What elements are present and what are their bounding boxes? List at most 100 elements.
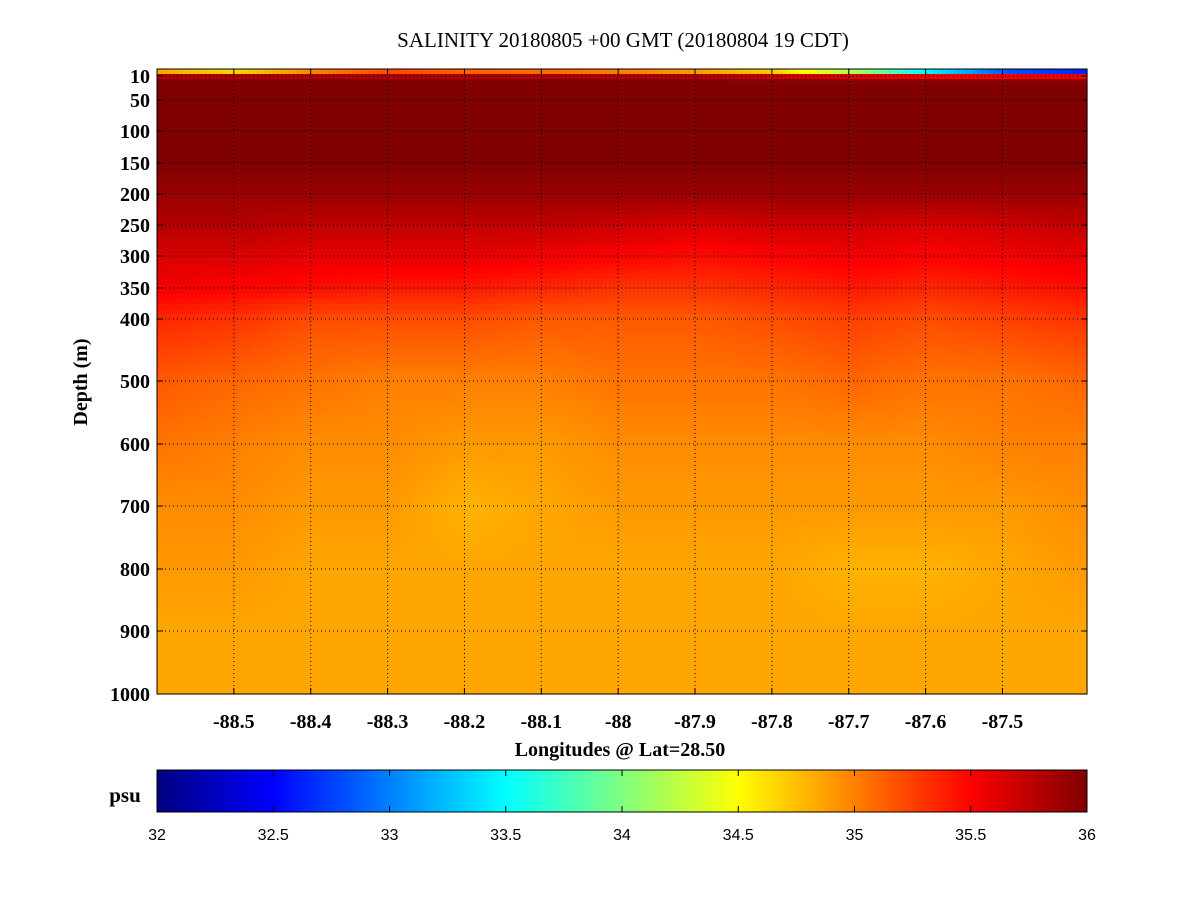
heatmap-cell [162, 69, 168, 75]
heatmap-cell [437, 164, 443, 170]
heatmap-cell [622, 154, 628, 160]
heatmap-cell [342, 99, 348, 105]
heatmap-cell [227, 169, 233, 175]
heatmap-cell [942, 164, 948, 170]
heatmap-cell [252, 114, 258, 120]
heatmap-cell [672, 99, 678, 105]
heatmap-cell [997, 124, 1003, 130]
heatmap-cell [777, 84, 783, 90]
heatmap-cell [662, 184, 668, 190]
heatmap-cell [622, 124, 628, 130]
heatmap-cell [802, 169, 808, 175]
heatmap-cell [627, 109, 633, 115]
heatmap-cell [587, 144, 593, 150]
heatmap-cell [737, 114, 743, 120]
heatmap-cell [287, 169, 293, 175]
heatmap-cell [637, 94, 643, 100]
heatmap-cell [847, 94, 853, 100]
heatmap-cell [317, 69, 323, 75]
heatmap-cell [372, 69, 378, 75]
heatmap-cell [532, 139, 538, 145]
heatmap-cell [417, 164, 423, 170]
heatmap-cell [802, 99, 808, 105]
heatmap-cell [597, 139, 603, 145]
heatmap-cell [262, 159, 268, 165]
heatmap-cell [332, 114, 338, 120]
heatmap-cell [532, 124, 538, 130]
heatmap-cell [407, 174, 413, 180]
heatmap-cell [1057, 104, 1063, 110]
heatmap-cell [417, 139, 423, 145]
heatmap-cell [247, 174, 253, 180]
heatmap-cell [817, 149, 823, 155]
heatmap-cell [1017, 164, 1023, 170]
heatmap-cell [522, 159, 528, 165]
heatmap-cell [747, 164, 753, 170]
heatmap-cell [327, 104, 333, 110]
heatmap-cell [862, 144, 868, 150]
heatmap-cell [232, 144, 238, 150]
heatmap-cell [892, 119, 898, 125]
heatmap-cell [497, 84, 503, 90]
heatmap-cell [457, 149, 463, 155]
heatmap-cell [357, 184, 363, 190]
heatmap-cell [197, 69, 203, 75]
heatmap-cell [897, 174, 903, 180]
heatmap-cell [952, 119, 958, 125]
heatmap-cell [262, 129, 268, 135]
heatmap-cell [612, 89, 618, 95]
heatmap-cell [687, 159, 693, 165]
heatmap-cell [372, 194, 378, 200]
heatmap-cell [897, 119, 903, 125]
heatmap-cell [902, 89, 908, 95]
heatmap-cell [242, 184, 248, 190]
heatmap-cell [262, 199, 268, 205]
heatmap-cell [637, 84, 643, 90]
heatmap-cell [592, 74, 598, 80]
heatmap-cell [767, 94, 773, 100]
heatmap-cell [582, 124, 588, 130]
heatmap-cell [442, 79, 448, 85]
heatmap-cell [772, 109, 778, 115]
heatmap-cell [157, 199, 163, 205]
heatmap-cell [682, 124, 688, 130]
heatmap-cell [502, 74, 508, 80]
heatmap-cell [942, 174, 948, 180]
heatmap-cell [432, 169, 438, 175]
heatmap-cell [517, 144, 523, 150]
heatmap-cell [877, 84, 883, 90]
heatmap-cell [747, 184, 753, 190]
heatmap-cell [437, 104, 443, 110]
heatmap-cell [432, 79, 438, 85]
heatmap-cell [277, 124, 283, 130]
heatmap-cell [382, 74, 388, 80]
heatmap-cell [162, 194, 168, 200]
heatmap-cell [407, 109, 413, 115]
heatmap-cell [482, 144, 488, 150]
heatmap-cell [1072, 99, 1078, 105]
heatmap-cell [1017, 129, 1023, 135]
heatmap-cell [182, 94, 188, 100]
heatmap-cell [982, 84, 988, 90]
heatmap-cell [187, 74, 193, 80]
heatmap-cell [247, 184, 253, 190]
heatmap-cell [802, 124, 808, 130]
heatmap-cell [287, 74, 293, 80]
heatmap-cell [582, 164, 588, 170]
heatmap-cell [812, 74, 818, 80]
heatmap-cell [792, 124, 798, 130]
heatmap-cell [222, 199, 228, 205]
heatmap-cell [372, 104, 378, 110]
heatmap-cell [322, 139, 328, 145]
heatmap-cell [267, 174, 273, 180]
heatmap-cell [647, 154, 653, 160]
heatmap-cell [792, 169, 798, 175]
heatmap-cell [227, 119, 233, 125]
heatmap-cell [717, 199, 723, 205]
heatmap-cell [657, 194, 663, 200]
heatmap-cell [917, 114, 923, 120]
heatmap-cell [242, 189, 248, 195]
heatmap-cell [852, 89, 858, 95]
heatmap-cell [237, 69, 243, 75]
heatmap-cell [722, 199, 728, 205]
